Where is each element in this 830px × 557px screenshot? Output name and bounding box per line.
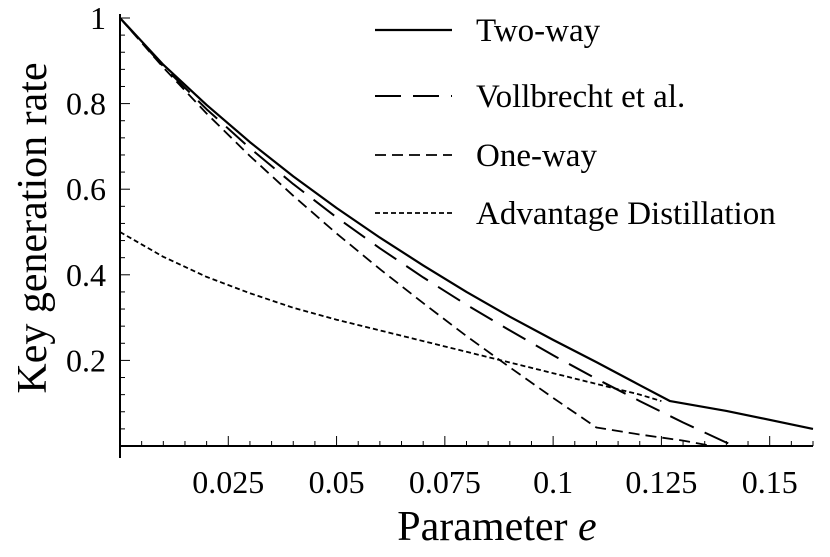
legend-label: Vollbrecht et al. [476,79,685,115]
series-lines [119,17,814,447]
y-axis-title: Key generation rate [10,62,56,393]
series-line-vollbrecht-et-al [119,17,736,447]
x-axis-ticks: 0.025 0.05 0.075 0.1 0.125 0.15 [141,436,814,500]
y-tick-label: 0.6 [66,171,106,207]
x-tick-label: 0.075 [409,464,481,500]
x-tick-label: 0.125 [625,464,697,500]
x-axis-title-variable: e [578,504,597,550]
y-tick-label: 0.4 [66,257,106,293]
x-axis-title: Parameter e [397,504,596,550]
legend-label: Two-way [476,13,601,49]
x-tick-label: 0.1 [533,464,573,500]
y-axis-ticks: 0.2 0.4 0.6 0.8 1 [66,0,130,430]
legend-label: Advantage Distillation [476,196,776,232]
series-line-advantage-distillation [119,231,662,402]
legend-label: One-way [476,138,597,174]
y-tick-label: 1 [90,0,106,36]
series-line-two-way [119,17,814,430]
x-axis-title-text: Parameter [397,504,567,550]
x-tick-label: 0.15 [742,464,798,500]
y-tick-label: 0.8 [66,86,106,122]
y-tick-label: 0.2 [66,342,106,378]
x-tick-label: 0.05 [309,464,365,500]
chart-legend: Two-way Vollbrecht et al. One-way Advantage… [375,13,776,232]
series-line-one-way [119,17,713,447]
x-tick-label: 0.025 [192,464,264,500]
